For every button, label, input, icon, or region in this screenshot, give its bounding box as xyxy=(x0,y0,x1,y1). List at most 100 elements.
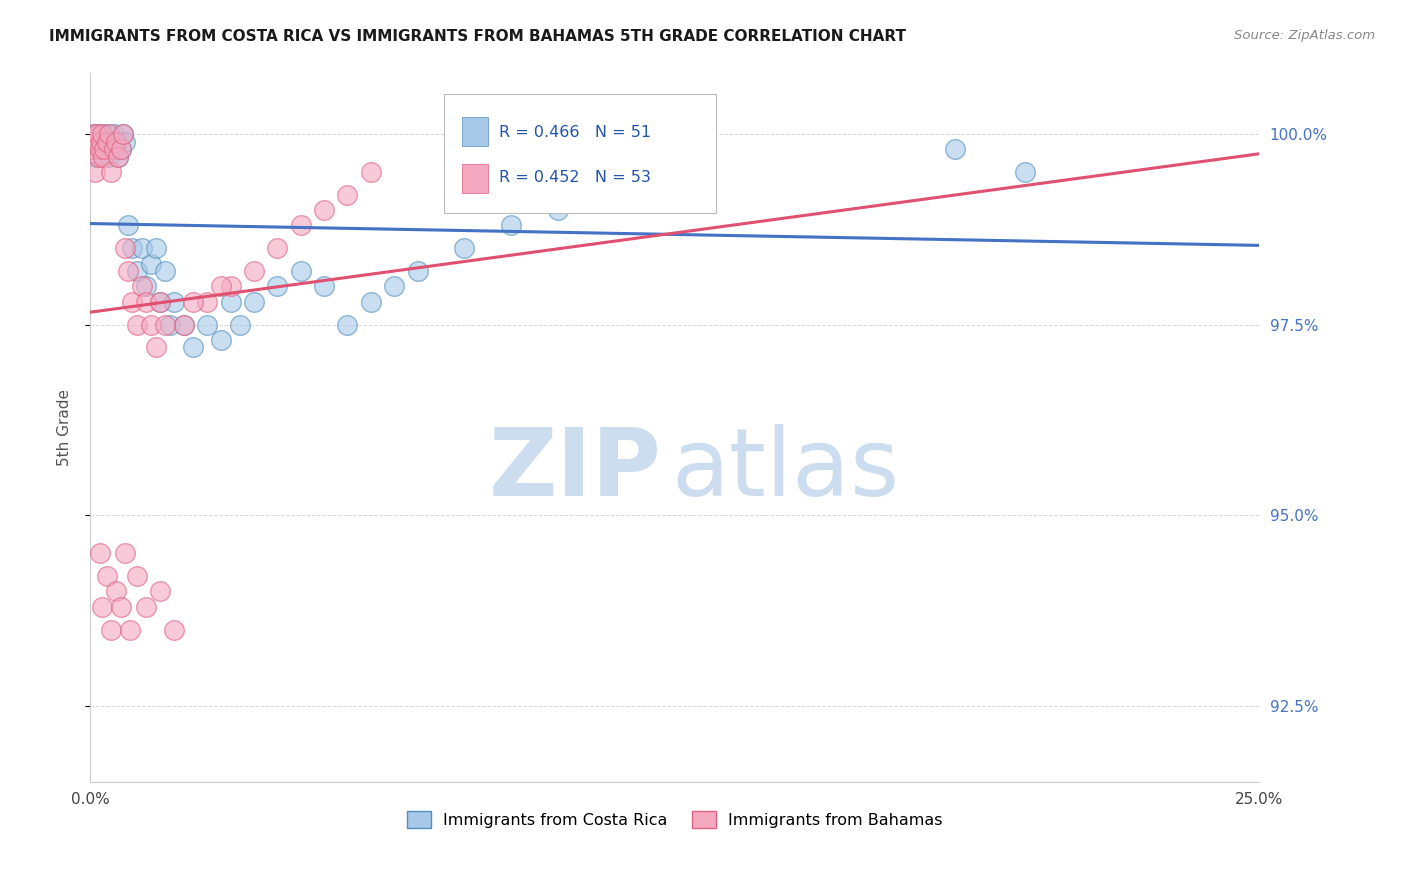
Point xyxy=(90,142,112,156)
Text: ZIP: ZIP xyxy=(489,424,662,516)
Point xyxy=(163,294,186,309)
Point xyxy=(173,318,195,332)
Point xyxy=(104,584,127,599)
Point xyxy=(163,623,186,637)
Point xyxy=(243,264,266,278)
Point xyxy=(145,241,167,255)
Text: Source: ZipAtlas.com: Source: ZipAtlas.com xyxy=(1234,29,1375,42)
Point xyxy=(110,142,132,156)
Point xyxy=(86,135,108,149)
Point xyxy=(547,203,569,218)
Point xyxy=(139,318,162,332)
Point xyxy=(131,279,153,293)
Point xyxy=(97,127,120,141)
Point xyxy=(229,318,252,332)
Point xyxy=(453,241,475,255)
Point xyxy=(111,127,134,141)
Point xyxy=(131,241,153,255)
Point xyxy=(89,127,111,141)
Point xyxy=(89,142,111,156)
Point xyxy=(406,264,429,278)
Point xyxy=(104,135,127,149)
Point xyxy=(336,318,359,332)
Point xyxy=(82,127,104,141)
Point xyxy=(86,127,108,141)
Point xyxy=(125,264,148,278)
Point xyxy=(89,135,111,149)
Point xyxy=(96,569,118,583)
Point xyxy=(84,135,107,149)
Point xyxy=(195,294,218,309)
Point xyxy=(617,188,640,202)
Legend: Immigrants from Costa Rica, Immigrants from Bahamas: Immigrants from Costa Rica, Immigrants f… xyxy=(401,805,949,834)
Point xyxy=(312,279,335,293)
Point xyxy=(149,294,172,309)
Point xyxy=(153,264,176,278)
Point xyxy=(943,142,966,156)
Point xyxy=(117,264,139,278)
Point xyxy=(100,165,122,179)
Point xyxy=(1014,165,1036,179)
Point xyxy=(97,150,120,164)
Point xyxy=(110,599,132,614)
Point xyxy=(93,142,115,156)
Point xyxy=(103,127,125,141)
Point xyxy=(501,219,523,233)
Text: IMMIGRANTS FROM COSTA RICA VS IMMIGRANTS FROM BAHAMAS 5TH GRADE CORRELATION CHAR: IMMIGRANTS FROM COSTA RICA VS IMMIGRANTS… xyxy=(49,29,907,44)
Point xyxy=(100,142,122,156)
Point xyxy=(84,150,107,164)
Point xyxy=(96,127,118,141)
Point xyxy=(84,165,107,179)
Point xyxy=(121,241,143,255)
Point xyxy=(382,279,405,293)
Point xyxy=(83,142,105,156)
Point xyxy=(125,318,148,332)
Point xyxy=(114,546,136,560)
Point xyxy=(219,279,242,293)
Point xyxy=(159,318,181,332)
Point xyxy=(149,584,172,599)
Point xyxy=(114,241,136,255)
Point xyxy=(111,127,134,141)
Point xyxy=(91,150,114,164)
Point xyxy=(135,294,157,309)
Point xyxy=(243,294,266,309)
Bar xyxy=(463,163,488,194)
Point xyxy=(312,203,335,218)
Text: R = 0.452   N = 53: R = 0.452 N = 53 xyxy=(499,170,651,186)
Y-axis label: 5th Grade: 5th Grade xyxy=(58,389,72,466)
Point xyxy=(336,188,359,202)
Point xyxy=(145,341,167,355)
Point xyxy=(219,294,242,309)
Point xyxy=(125,569,148,583)
Point xyxy=(84,127,107,141)
Text: R = 0.466   N = 51: R = 0.466 N = 51 xyxy=(499,126,651,140)
Point xyxy=(107,150,129,164)
Bar xyxy=(463,117,488,146)
Point xyxy=(104,135,127,149)
Point xyxy=(83,135,105,149)
Point xyxy=(290,264,312,278)
Point xyxy=(266,241,288,255)
Point xyxy=(87,150,110,164)
Point xyxy=(266,279,288,293)
Point xyxy=(209,333,232,347)
Point xyxy=(90,599,112,614)
Point xyxy=(688,165,710,179)
Point xyxy=(118,623,141,637)
Point xyxy=(139,256,162,270)
Point xyxy=(89,546,111,560)
Point xyxy=(153,318,176,332)
Point xyxy=(96,135,118,149)
Point xyxy=(360,165,382,179)
Point xyxy=(173,318,195,332)
Text: atlas: atlas xyxy=(672,424,900,516)
Point xyxy=(100,623,122,637)
Point xyxy=(290,219,312,233)
Point xyxy=(90,127,112,141)
Point xyxy=(117,219,139,233)
Point xyxy=(209,279,232,293)
Point xyxy=(121,294,143,309)
Point xyxy=(181,341,204,355)
Point xyxy=(93,135,115,149)
